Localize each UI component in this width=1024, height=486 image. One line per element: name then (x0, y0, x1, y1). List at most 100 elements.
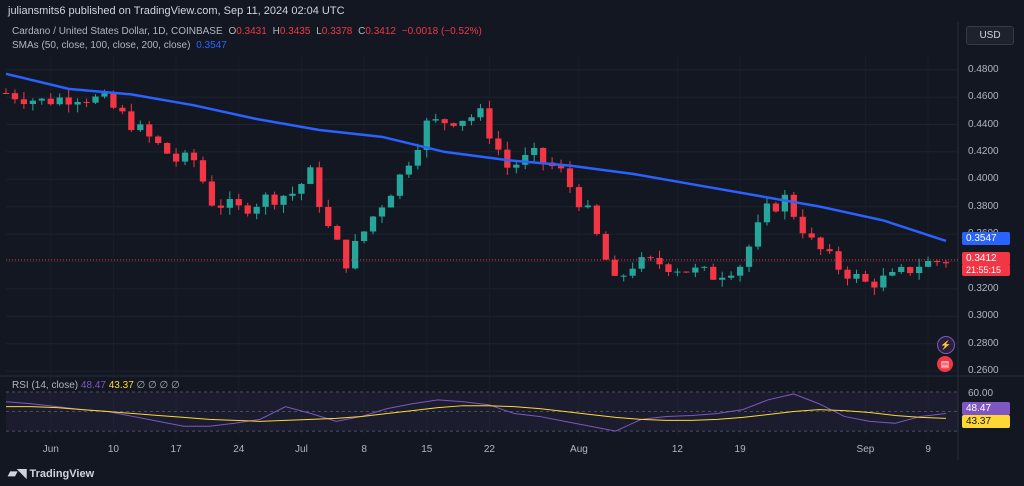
price-tick: 0.3800 (968, 200, 999, 212)
candle-body (692, 267, 699, 273)
candle-body (360, 231, 368, 242)
candle-body (602, 233, 609, 260)
candle-body (522, 154, 529, 165)
candle-body (316, 167, 323, 207)
candle-body (924, 261, 932, 267)
rsi-axis-60: 60.00 (968, 388, 994, 399)
candle-body (11, 93, 19, 100)
candle-body (298, 183, 305, 194)
candle-body (199, 160, 207, 182)
candle-body (790, 194, 797, 217)
candle-body (396, 174, 404, 196)
time-tick: 22 (483, 444, 495, 455)
candle-body (74, 101, 81, 105)
candle-body (137, 124, 144, 131)
candle-body (495, 138, 502, 150)
tv-logo-text: TradingView (29, 468, 95, 480)
candle-body (504, 149, 511, 168)
candle-body (146, 124, 153, 137)
time-tick: 17 (170, 444, 182, 455)
candle-body (262, 194, 269, 207)
candle-body (835, 251, 842, 270)
candle-body (844, 269, 851, 279)
candle-body (128, 111, 135, 131)
tradingview-logo[interactable]: ▰◥ TradingView (8, 466, 94, 480)
candle-body (468, 117, 475, 121)
rsi-extras: ∅ ∅ ∅ ∅ (136, 380, 180, 391)
candle-body (164, 143, 171, 154)
candle-body (754, 222, 762, 247)
price-tick: 0.4200 (968, 145, 999, 157)
candle-body (459, 120, 466, 126)
currency-button[interactable]: USD (966, 26, 1014, 45)
rsi-label: RSI (14, close) (12, 380, 79, 391)
rsi-tag: 48.47 (962, 402, 1010, 415)
sma-value: 0.3547 (196, 40, 227, 51)
candle-body (540, 147, 547, 163)
candle-body (486, 108, 493, 139)
lightning-icon[interactable]: ⚡ (937, 336, 955, 354)
last-price-tag: 0.3412 (962, 252, 1010, 265)
candle-body (593, 205, 600, 234)
candle-body (933, 261, 941, 263)
candle-body (647, 257, 654, 259)
open-value: 0.3431 (236, 26, 267, 37)
candle-body (611, 259, 618, 276)
candle-body (880, 275, 887, 288)
candle-body (745, 246, 753, 267)
us-flag-icon[interactable]: ▤ (937, 356, 953, 372)
candle-body (253, 206, 260, 214)
time-tick: 19 (734, 444, 746, 455)
price-tick: 0.2800 (968, 337, 999, 349)
sma-legend: SMAs (50, close, 100, close, 200, close)… (12, 40, 230, 51)
time-tick: 15 (421, 444, 433, 455)
candle-body (772, 203, 780, 212)
countdown-tag: 21:55:15 (962, 264, 1010, 276)
rsi-ma-value: 43.37 (108, 380, 134, 391)
rsi-value: 48.47 (80, 380, 106, 391)
time-tick: 10 (107, 444, 119, 455)
candle-body (916, 266, 923, 274)
candle-body (575, 187, 583, 208)
candle-body (719, 277, 726, 280)
candle-body (334, 226, 341, 240)
candle-body (665, 264, 672, 273)
price-tick: 0.4000 (968, 173, 999, 185)
candle-body (629, 268, 636, 276)
price-tick: 0.3000 (968, 310, 999, 322)
close-value: 0.3412 (365, 26, 396, 37)
rsi-ma-tag: 43.37 (962, 415, 1010, 428)
candle-body (414, 149, 421, 166)
symbol-label: Cardano / United States Dollar, 1D, COIN… (12, 26, 223, 37)
candle-body (799, 216, 806, 234)
candle-body (2, 92, 10, 94)
candle-body (781, 194, 788, 212)
time-tick: 9 (925, 444, 931, 455)
candle-body (56, 97, 63, 105)
candle-body (763, 203, 771, 223)
low-label: L (316, 26, 322, 37)
candle-body (808, 233, 815, 238)
candle-body (190, 152, 198, 161)
rsi-ma-line (6, 405, 947, 422)
candle-body (656, 257, 663, 265)
candle-body (244, 205, 251, 214)
high-label: H (272, 26, 280, 37)
time-tick: Aug (570, 444, 588, 455)
candle-body (907, 267, 914, 274)
candle-body (110, 93, 117, 108)
time-tick: 24 (233, 444, 245, 455)
candle-body (226, 199, 233, 208)
tv-logo-icon: ▰◥ (8, 466, 27, 480)
candle-body (477, 108, 484, 118)
candle-body (325, 206, 332, 227)
candle-body (29, 100, 36, 105)
candle-body (513, 164, 520, 168)
candle-body (172, 153, 180, 162)
candle-body (557, 166, 565, 169)
low-value: 0.3378 (321, 26, 353, 37)
time-tick: 12 (671, 444, 683, 455)
rsi-line (5, 393, 947, 432)
candle-body (710, 266, 717, 280)
